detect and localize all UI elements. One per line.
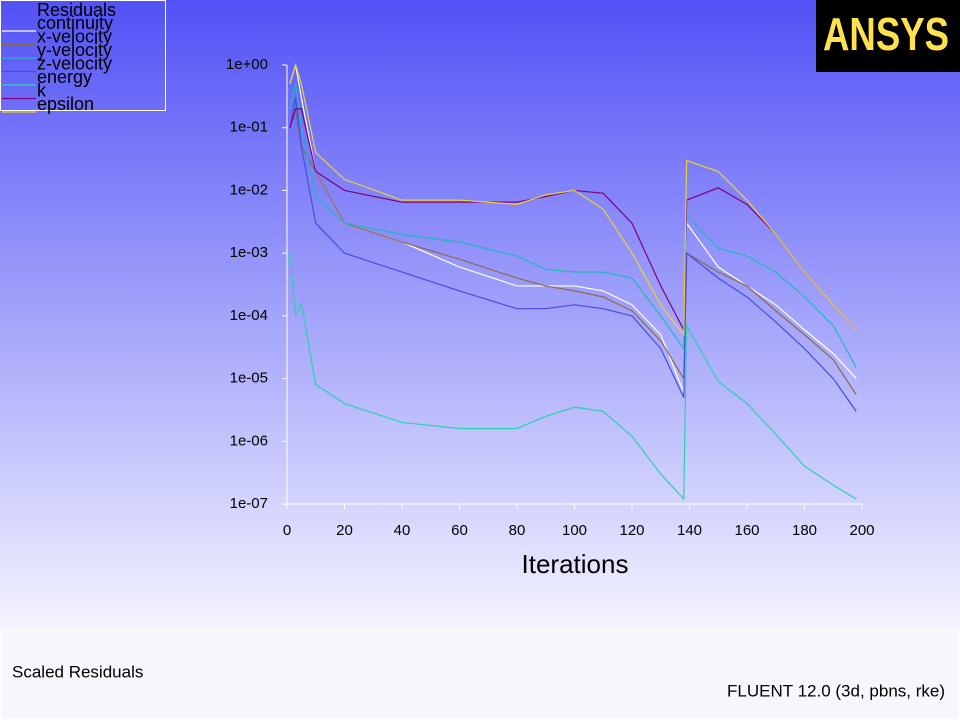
- caption: Scaled Residuals: [12, 662, 143, 681]
- x-tick-label: 20: [336, 522, 353, 539]
- x-tick-label: 100: [562, 522, 587, 539]
- x-tick-label: 60: [451, 522, 468, 539]
- x-tick-label: 120: [619, 522, 644, 539]
- legend-label: k: [37, 80, 47, 100]
- legend-box: [0, 0, 166, 111]
- y-tick-label: 1e-04: [230, 307, 268, 324]
- x-tick-label: 40: [394, 522, 411, 539]
- y-tick-label: 1e-05: [230, 370, 268, 387]
- x-tick-label: 180: [792, 522, 817, 539]
- x-tick-label: 200: [849, 522, 874, 539]
- y-tick-label: 1e-01: [230, 119, 268, 136]
- plot-background: [0, 0, 960, 630]
- y-tick-label: 1e-03: [230, 244, 268, 261]
- series-line: [289, 62, 857, 337]
- legend-label: z-velocity: [37, 53, 112, 73]
- legend-label: x-velocity: [37, 26, 112, 46]
- solver-info: FLUENT 12.0 (3d, pbns, rke): [727, 681, 945, 700]
- y-tick-label: 1e-06: [230, 432, 268, 449]
- y-tick-label: 1e-07: [230, 495, 268, 512]
- x-tick-label: 140: [677, 522, 702, 539]
- x-tick-label: 0: [283, 522, 291, 539]
- series-line: [289, 97, 857, 412]
- info-panel: [0, 630, 960, 720]
- legend-label: epsilon: [37, 94, 94, 114]
- x-axis-label: Iterations: [522, 549, 629, 579]
- logo-box: [816, 0, 960, 72]
- series-line: [289, 253, 857, 501]
- legend-label: y-velocity: [37, 40, 112, 60]
- legend-label: energy: [37, 67, 92, 87]
- series-line: [289, 83, 857, 368]
- x-tick-label: 160: [734, 522, 759, 539]
- series-line: [289, 108, 857, 333]
- legend-title: Residuals: [37, 0, 116, 20]
- y-tick-label: 1e-02: [230, 181, 268, 198]
- x-tick-label: 80: [509, 522, 526, 539]
- logo: ANSYS: [823, 8, 949, 60]
- series-line: [289, 108, 857, 396]
- legend-label: continuity: [37, 13, 113, 33]
- y-tick-label: 1e+00: [226, 56, 268, 73]
